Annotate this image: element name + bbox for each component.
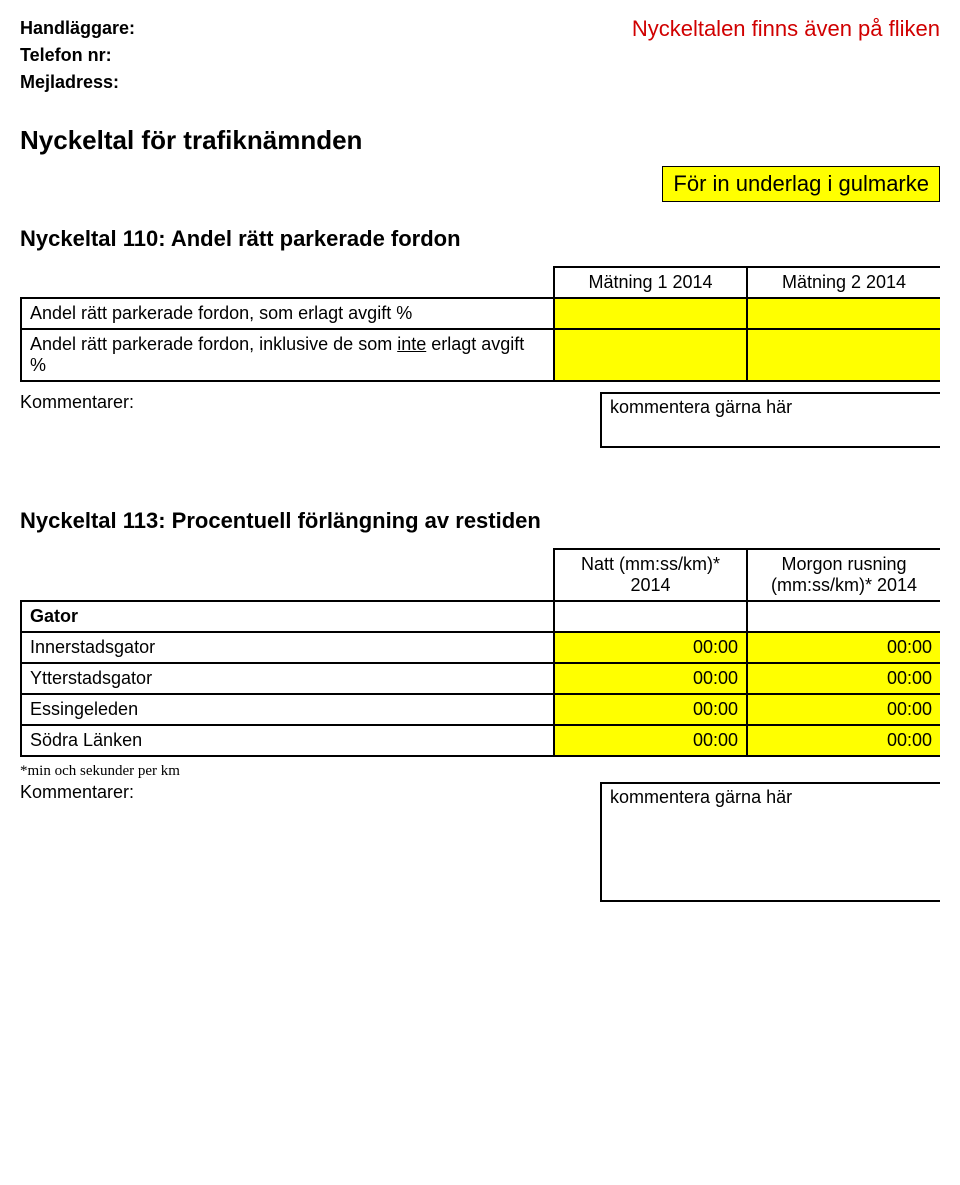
- table-110-col1: Mätning 1 2014: [554, 267, 747, 298]
- telefon-label: Telefon nr:: [20, 45, 135, 66]
- table-110-header-row: Mätning 1 2014 Mätning 2 2014: [21, 267, 940, 298]
- footnote-113: *min och sekunder per km: [20, 763, 940, 780]
- table-113-gator-label: Gator: [21, 601, 554, 632]
- table-113-row-label: Essingeleden: [21, 694, 554, 725]
- table-113-row: Essingeleden 00:00 00:00: [21, 694, 940, 725]
- table-113-row-v2[interactable]: 00:00: [747, 694, 940, 725]
- table-110-empty-header: [21, 267, 554, 298]
- table-110-row2-val1[interactable]: [554, 329, 747, 381]
- table-113-gator-empty1: [554, 601, 747, 632]
- table-113: Natt (mm:ss/km)* 2014 Morgon rusning (mm…: [20, 548, 940, 757]
- table-113-row: Innerstadsgator 00:00 00:00: [21, 632, 940, 663]
- table-113-row-v1[interactable]: 00:00: [554, 663, 747, 694]
- table-110-col2: Mätning 2 2014: [747, 267, 940, 298]
- kommentar-113-box[interactable]: kommentera gärna här: [600, 782, 940, 902]
- kommentar-110-row: Kommentarer: kommentera gärna här: [20, 392, 940, 448]
- table-113-row-v2[interactable]: 00:00: [747, 663, 940, 694]
- table-110-row1-label: Andel rätt parkerade fordon, som erlagt …: [21, 298, 554, 329]
- side-note: Nyckeltalen finns även på fliken: [632, 16, 940, 42]
- meta-block: Handläggare: Telefon nr: Mejladress:: [20, 18, 135, 99]
- kommentar-113-label: Kommentarer:: [20, 782, 600, 803]
- table-113-row-v1[interactable]: 00:00: [554, 632, 747, 663]
- table-113-row-v2[interactable]: 00:00: [747, 632, 940, 663]
- table-113-col1: Natt (mm:ss/km)* 2014: [554, 549, 747, 601]
- kommentar-113-row: Kommentarer: kommentera gärna här: [20, 782, 940, 902]
- section-110-title: Nyckeltal 110: Andel rätt parkerade ford…: [20, 226, 940, 252]
- table-110-row2-label: Andel rätt parkerade fordon, inklusive d…: [21, 329, 554, 381]
- table-113-row-v2[interactable]: 00:00: [747, 725, 940, 756]
- section-113-title: Nyckeltal 113: Procentuell förlängning a…: [20, 508, 940, 534]
- table-113-row-label: Ytterstadsgator: [21, 663, 554, 694]
- table-110-row1-val2[interactable]: [747, 298, 940, 329]
- table-110-row1: Andel rätt parkerade fordon, som erlagt …: [21, 298, 940, 329]
- table-113-row-v1[interactable]: 00:00: [554, 725, 747, 756]
- table-113-gator-empty2: [747, 601, 940, 632]
- yellow-note-wrap: För in underlag i gulmarke: [20, 166, 940, 202]
- row2-part-b: inte: [397, 334, 426, 354]
- header-row: Handläggare: Telefon nr: Mejladress: Nyc…: [20, 18, 940, 99]
- table-113-row: Södra Länken 00:00 00:00: [21, 725, 940, 756]
- table-113-row-label: Södra Länken: [21, 725, 554, 756]
- main-title: Nyckeltal för trafiknämnden: [20, 125, 940, 156]
- kommentar-110-label: Kommentarer:: [20, 392, 600, 413]
- mejl-label: Mejladress:: [20, 72, 135, 93]
- kommentar-110-box[interactable]: kommentera gärna här: [600, 392, 940, 448]
- table-113-gator-row: Gator: [21, 601, 940, 632]
- table-113-col2: Morgon rusning (mm:ss/km)* 2014: [747, 549, 940, 601]
- table-110-row2: Andel rätt parkerade fordon, inklusive d…: [21, 329, 940, 381]
- row2-part-a: Andel rätt parkerade fordon, inklusive d…: [30, 334, 397, 354]
- table-113-row-v1[interactable]: 00:00: [554, 694, 747, 725]
- handlaggare-label: Handläggare:: [20, 18, 135, 39]
- table-113-header-row: Natt (mm:ss/km)* 2014 Morgon rusning (mm…: [21, 549, 940, 601]
- table-110-row1-val1[interactable]: [554, 298, 747, 329]
- table-113-row-label: Innerstadsgator: [21, 632, 554, 663]
- table-113-empty-header: [21, 549, 554, 601]
- yellow-note: För in underlag i gulmarke: [662, 166, 940, 202]
- table-110-row2-val2[interactable]: [747, 329, 940, 381]
- table-113-row: Ytterstadsgator 00:00 00:00: [21, 663, 940, 694]
- table-110: Mätning 1 2014 Mätning 2 2014 Andel rätt…: [20, 266, 940, 382]
